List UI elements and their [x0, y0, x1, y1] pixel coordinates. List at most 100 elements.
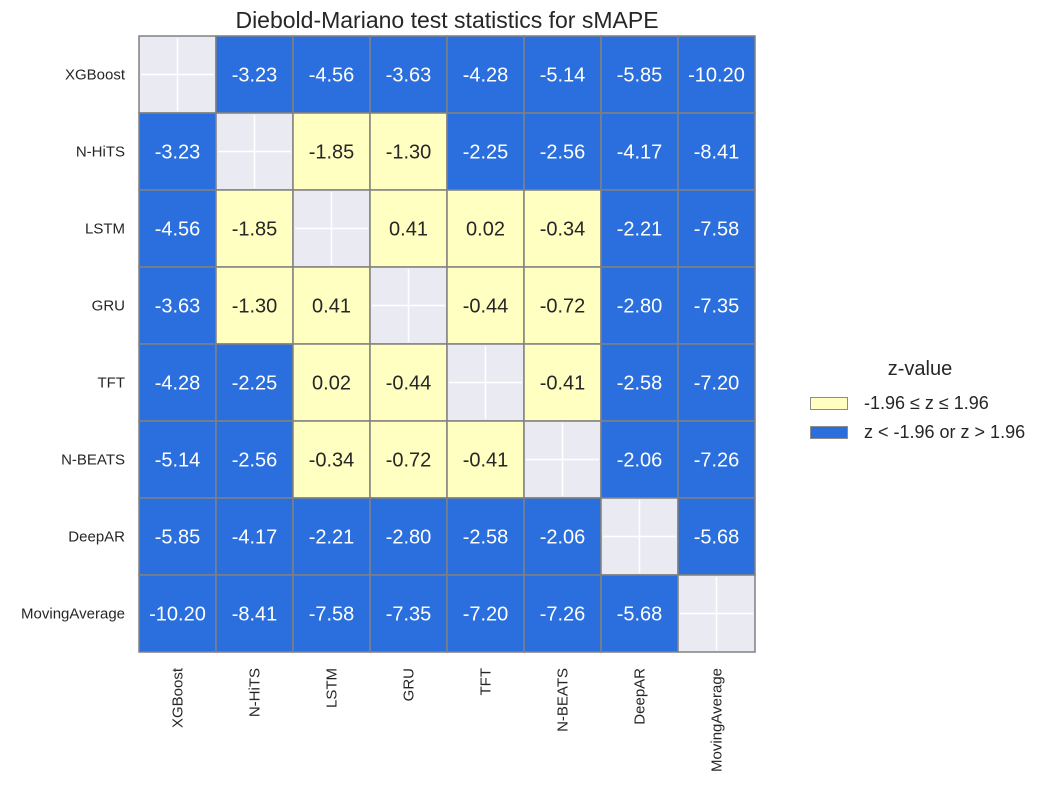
y-tick-label-movingaverage: MovingAverage [21, 606, 125, 623]
x-tick-label-n-hits: N-HiTS [247, 668, 264, 717]
y-tick-label-deepar: DeepAR [68, 529, 125, 546]
heatmap-cell-movingaverage-lstm [292, 574, 371, 653]
cell-value-label: -7.58 [309, 604, 355, 626]
cell-value-label: -0.44 [463, 296, 509, 318]
cell-value-label: -1.85 [309, 142, 355, 164]
heatmap-cell-tft-n-hits [215, 343, 294, 422]
legend-entry-significant: z < -1.96 or z > 1.96 [810, 418, 1055, 447]
x-tick-label-tft: TFT [478, 668, 495, 696]
heatmap-cell-n-beats-xgboost [138, 420, 217, 499]
cell-value-label: -7.35 [694, 296, 740, 318]
cell-value-label: -7.58 [694, 219, 740, 241]
cell-value-label: -3.23 [155, 142, 201, 164]
heatmap-cell-xgboost-lstm [292, 35, 371, 114]
heatmap-cell-n-hits-movingaverage [677, 112, 756, 191]
heatmap-cell-n-hits-tft [446, 112, 525, 191]
heatmap-cell-n-hits-lstm [292, 112, 371, 191]
x-tick-label-movingaverage: MovingAverage [709, 668, 726, 772]
cell-value-label: -1.30 [232, 296, 278, 318]
heatmap-cell-tft-gru [369, 343, 448, 422]
heatmap-cell-movingaverage-n-hits [215, 574, 294, 653]
y-tick-label-gru: GRU [92, 298, 125, 315]
heatmap-cell-xgboost-deepar [600, 35, 679, 114]
cell-value-label: -0.72 [386, 450, 432, 472]
heatmap-cell-movingaverage-deepar [600, 574, 679, 653]
cell-value-label: -8.41 [694, 142, 740, 164]
heatmap-cell-lstm-n-hits [215, 189, 294, 268]
cell-value-label: -0.34 [540, 219, 586, 241]
cell-value-label: -2.25 [232, 373, 278, 395]
heatmap-cell-n-beats-gru [369, 420, 448, 499]
cell-value-label: -2.58 [617, 373, 663, 395]
cell-value-label: 0.41 [389, 219, 428, 241]
heatmap-cell-deepar-xgboost [138, 497, 217, 576]
cell-value-label: -5.14 [155, 450, 201, 472]
legend-swatch-significant [810, 426, 848, 439]
y-tick-label-xgboost: XGBoost [65, 67, 126, 84]
x-tick-label-lstm: LSTM [324, 668, 341, 708]
chart-title: Diebold-Mariano test statistics for sMAP… [235, 7, 658, 33]
cell-value-label: -0.41 [540, 373, 586, 395]
heatmap-cell-xgboost-tft [446, 35, 525, 114]
heatmap-cell-lstm-tft [446, 189, 525, 268]
heatmap-cell-deepar-tft [446, 497, 525, 576]
cell-value-label: -8.41 [232, 604, 278, 626]
cell-value-label: -2.80 [386, 527, 432, 549]
heatmap-cell-movingaverage-tft [446, 574, 525, 653]
heatmap-cell-n-beats-n-hits [215, 420, 294, 499]
y-tick-label-n-beats: N-BEATS [61, 452, 125, 469]
heatmap-cell-deepar-movingaverage [677, 497, 756, 576]
heatmap-cell-tft-lstm [292, 343, 371, 422]
cell-value-label: -3.63 [155, 296, 201, 318]
cell-value-label: -2.21 [309, 527, 355, 549]
heatmap-cell-xgboost-n-beats [523, 35, 602, 114]
cell-value-label: -7.26 [540, 604, 586, 626]
cell-value-label: -5.85 [155, 527, 201, 549]
cell-value-label: -0.72 [540, 296, 586, 318]
cell-value-label: -5.85 [617, 65, 663, 87]
heatmap-cell-lstm-gru [369, 189, 448, 268]
cell-value-label: -7.20 [694, 373, 740, 395]
legend-label-significant: z < -1.96 or z > 1.96 [864, 422, 1026, 442]
heatmap-cell-n-hits-n-beats [523, 112, 602, 191]
cell-value-label: -2.56 [540, 142, 586, 164]
heatmap-cell-movingaverage-n-beats [523, 574, 602, 653]
heatmap-cell-n-beats-lstm [292, 420, 371, 499]
cell-value-label: -0.41 [463, 450, 509, 472]
heatmap-cell-gru-xgboost [138, 266, 217, 345]
cell-value-label: -2.56 [232, 450, 278, 472]
cell-value-label: -4.56 [309, 65, 355, 87]
heatmap-cell-movingaverage-gru [369, 574, 448, 653]
y-tick-labels: XGBoost N-HiTS LSTM GRU TFT N-BEATS DeepAR Movi… [21, 67, 126, 623]
cell-value-label: -7.35 [386, 604, 432, 626]
cell-value-label: -7.20 [463, 604, 509, 626]
cell-value-label: -4.56 [155, 219, 201, 241]
cell-value-label: -2.06 [617, 450, 663, 472]
heatmap-cell-deepar-gru [369, 497, 448, 576]
y-tick-label-n-hits: N-HiTS [76, 144, 125, 161]
cell-value-label: 0.02 [466, 219, 505, 241]
heatmap-cell-lstm-n-beats [523, 189, 602, 268]
cell-value-label: -2.25 [463, 142, 509, 164]
legend-swatch-not-significant [810, 397, 848, 410]
cell-value-label: -5.68 [617, 604, 663, 626]
heatmap-cell-tft-xgboost [138, 343, 217, 422]
cell-value-label: -10.20 [149, 604, 206, 626]
cell-value-label: -2.58 [463, 527, 509, 549]
heatmap-cells: -3.23 -4.56 -3.63 -4.28 -5.14 -5.85 -10.20 -3.2… [138, 35, 756, 653]
x-tick-label-deepar: DeepAR [632, 668, 649, 725]
cell-value-label: -5.14 [540, 65, 586, 87]
heatmap-cell-xgboost-movingaverage [677, 35, 756, 114]
cell-value-label: -5.68 [694, 527, 740, 549]
heatmap-cell-deepar-n-hits [215, 497, 294, 576]
heatmap-cell-gru-lstm [292, 266, 371, 345]
cell-value-label: -2.80 [617, 296, 663, 318]
cell-value-label: -3.63 [386, 65, 432, 87]
x-tick-label-gru: GRU [401, 668, 418, 701]
cell-value-label: -4.28 [155, 373, 201, 395]
cell-value-label: -4.17 [617, 142, 663, 164]
heatmap-cell-movingaverage-xgboost [138, 574, 217, 653]
cell-value-label: 0.02 [312, 373, 351, 395]
